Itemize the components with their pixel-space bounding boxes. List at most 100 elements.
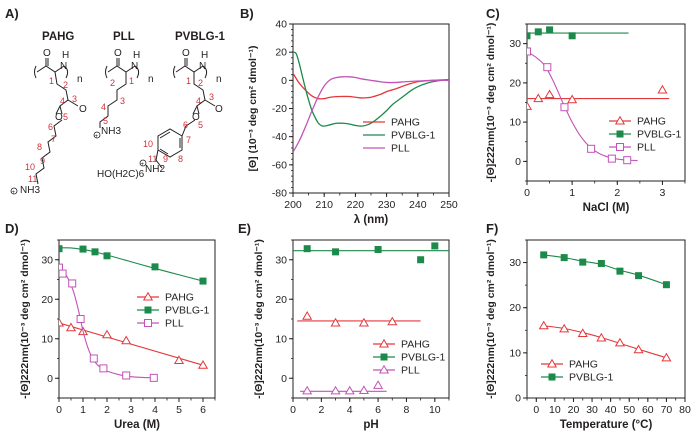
legend-label-pvblg-1: PVBLG-1	[637, 129, 682, 141]
data-point-pvblg-1	[527, 32, 531, 40]
y-axis-label: -[Θ]222nm(10⁻³ deg cm² dmol⁻¹)	[19, 239, 31, 399]
atom-h: H	[201, 50, 208, 61]
carbon-number: 6	[48, 122, 53, 132]
x-tick-label: 60	[642, 404, 654, 416]
carbon-number: 8	[178, 154, 183, 164]
y-tick-label: -80	[272, 188, 287, 200]
y-tick-label: -20	[272, 103, 287, 115]
legend-label-pll: PLL	[401, 365, 420, 377]
legend-marker-pvblg-1	[144, 306, 152, 314]
data-point-pll	[59, 269, 67, 278]
series-pvblg-1	[540, 251, 670, 289]
series-pvblg-1	[59, 245, 207, 285]
data-point-pll	[76, 315, 85, 323]
y-tick-label: -60	[272, 159, 287, 171]
data-point-pvblg-1	[534, 28, 542, 36]
carbon-number: 1	[186, 76, 191, 86]
structure-name-pahg: PAHG	[42, 31, 74, 43]
data-point-pll	[99, 364, 108, 373]
data-point-pahg	[633, 344, 644, 354]
x-tick-label: 230	[378, 199, 396, 211]
y-tick-label: 10	[275, 333, 287, 345]
carbon-number: 10	[143, 139, 153, 149]
legend-marker-pll	[144, 319, 152, 327]
x-axis-label: λ (nm)	[354, 214, 389, 226]
charge-sign: +	[95, 134, 99, 140]
y-tick-label: 0	[47, 373, 53, 385]
legend-marker-pahg	[378, 338, 390, 348]
chart-panel-d: D) 0 10 20 30 0 1 2 3 4 5 6 Urea (M) -[Θ]222nm(10⁻³ d…	[5, 221, 216, 431]
carbon-number: 1	[129, 76, 134, 86]
y-tick-label: 10	[41, 333, 53, 345]
data-point-pahg	[59, 317, 65, 327]
data-point-pahg	[559, 323, 570, 333]
series-pll	[527, 47, 638, 165]
legend-marker-pvblg-1	[548, 373, 556, 381]
fit-line-pvblg-1	[59, 247, 204, 282]
data-point-pll	[560, 103, 569, 112]
data-point-pvblg-1	[374, 245, 382, 253]
chart-panel-c: C) 0 10 20 30 0 1 2 3 NaCl (M) -[Θ]222nm(10⁻³ deg …	[485, 6, 686, 214]
legend-label-pahg: PAHG	[569, 359, 598, 371]
carbon-number: 2	[198, 78, 203, 88]
atom-o: O	[43, 48, 51, 59]
data-point-pvblg-1	[662, 281, 670, 289]
data-point-pvblg-1	[303, 245, 311, 253]
data-point-pahg	[614, 337, 626, 347]
plot-frame	[526, 239, 686, 399]
x-axis-label: Temperature (°C)	[560, 419, 653, 431]
chart-panel-f: F) 0 10 20 30 0 10 20 30 40 50 60 70 80 Temperature (°…	[485, 221, 691, 431]
data-point-pvblg-1	[568, 32, 576, 40]
x-tick-label: 1	[569, 187, 575, 199]
atom-n: N	[60, 61, 67, 72]
series-line-pahg	[293, 72, 449, 100]
data-point-pll	[344, 385, 355, 395]
chart-panel-b: B) -80 -60 -40 -20 0 20 40 200 210 220 230 240 250 λ (…	[240, 6, 458, 226]
legend-marker-pvblg-1	[380, 353, 388, 361]
data-point-pahg	[197, 360, 209, 369]
plot-frame	[292, 239, 450, 399]
x-tick-label: 50	[623, 404, 635, 416]
x-tick-label: 0	[56, 404, 62, 416]
x-tick-label: 6	[375, 404, 381, 416]
carbon-number: 4	[60, 96, 65, 106]
data-point-pll	[302, 385, 313, 395]
carbon-number: 11	[28, 174, 37, 184]
x-tick-label: 1	[80, 404, 86, 416]
x-tick-label: 0	[524, 187, 530, 199]
charge-sign: +	[141, 162, 145, 168]
x-tick-label: 2	[318, 404, 324, 416]
carbon-number: 9	[40, 156, 45, 166]
y-tick-label: 10	[509, 117, 521, 129]
panel-a-structures: A) PAHG O H N n O O 1 2 3 4 5	[5, 6, 225, 196]
x-tick-label: 4	[152, 404, 158, 416]
y-tick-label: 30	[509, 257, 521, 269]
atom-o: O	[182, 48, 190, 59]
charge-sign: +	[12, 190, 16, 196]
data-point-pvblg-1	[616, 267, 624, 275]
carbon-number: 11	[148, 154, 157, 164]
data-point-pahg	[101, 329, 113, 339]
data-point-pahg	[302, 311, 313, 320]
atom-o-carbonyl: O	[215, 104, 223, 115]
y-tick-label: 20	[275, 294, 287, 306]
legend-label-pll: PLL	[165, 318, 184, 330]
carbon-number: 3	[72, 94, 77, 104]
x-tick-label: 220	[347, 199, 365, 211]
terminal-amine: NH3	[20, 185, 40, 196]
panel-label-a: A)	[5, 6, 19, 21]
y-tick-label: 0	[281, 75, 287, 87]
x-tick-label: 8	[404, 404, 410, 416]
legend-label-pll: PLL	[391, 143, 410, 155]
legend-label-pahg: PAHG	[165, 292, 194, 304]
carbon-number: 6	[183, 120, 188, 130]
atom-n-sub: n	[77, 74, 83, 85]
data-point-pll	[68, 279, 77, 288]
series-pahg	[59, 317, 209, 369]
structure-pvblg-1: PVBLG-1 O H N n O O 1 2 3 4	[97, 31, 225, 180]
carbon-number: 2	[110, 78, 115, 88]
carbon-number: 9	[163, 154, 168, 164]
y-tick-label: 30	[509, 38, 521, 50]
panel-label-e: E)	[238, 221, 251, 236]
y-tick-label: 20	[41, 294, 53, 306]
